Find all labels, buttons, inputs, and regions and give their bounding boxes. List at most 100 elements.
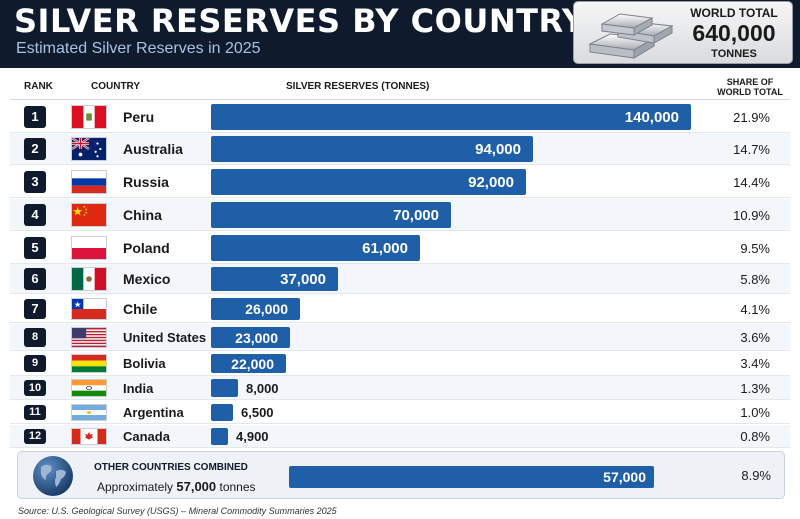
country-name: Canada: [123, 429, 170, 444]
table-row: 1 Peru 140,000 21.9%: [10, 101, 790, 133]
other-note-value: 57,000: [176, 479, 217, 494]
country-name: India: [123, 380, 154, 396]
table-row: 9 Bolivia 22,000 3.4%: [10, 351, 790, 376]
col-head-country: COUNTRY: [91, 81, 141, 92]
bar: [211, 327, 290, 348]
share-value: 3.6%: [740, 330, 770, 345]
share-value: 4.1%: [740, 301, 770, 317]
india-flag-icon: [71, 379, 107, 397]
table-row: 6 Mexico 37,000 5.8%: [10, 264, 790, 294]
other-note-suffix: tonnes: [219, 480, 256, 494]
share-value: 1.0%: [740, 405, 770, 420]
world-total-value: 640,000: [692, 20, 776, 46]
rank-badge: 12: [24, 429, 46, 444]
bar-value-label: 94,000: [475, 140, 521, 158]
bar: [211, 404, 233, 421]
share-value: 0.8%: [740, 429, 770, 444]
argentina-flag-icon: [71, 404, 107, 421]
col-head-rank: RANK: [24, 81, 53, 92]
other-note-prefix: Approximately: [97, 480, 174, 494]
bar: [211, 169, 526, 195]
other-countries-share: 8.9%: [741, 468, 771, 483]
bar-value-label: 140,000: [624, 108, 679, 126]
country-name: Russia: [123, 174, 169, 190]
table-row: 8 United States 23,000 3.6%: [10, 324, 790, 351]
bar-value-label: 26,000: [245, 301, 288, 317]
bar: [211, 267, 338, 291]
row-stripe: [10, 376, 790, 399]
bar-value-label: 4,900: [236, 429, 269, 444]
bar-value-label: 6,500: [241, 405, 274, 420]
country-name: Poland: [123, 240, 170, 256]
china-flag-icon: [71, 203, 107, 227]
bar-value-label: 92,000: [468, 173, 514, 191]
rank-badge: 8: [24, 328, 46, 347]
bar: [211, 235, 420, 261]
bar: [211, 379, 238, 397]
bar: [211, 104, 691, 130]
bolivia-flag-icon: [71, 354, 107, 373]
col-head-share-line2: WORLD TOTAL: [717, 87, 783, 97]
globe-icon: [33, 456, 73, 496]
bar-value-label: 37,000: [280, 270, 326, 288]
country-name: United States: [123, 330, 207, 345]
bar: [211, 298, 300, 320]
rank-badge: 7: [24, 299, 46, 319]
bar: [211, 354, 286, 373]
other-countries-note: Approximately 57,000 tonnes: [97, 479, 256, 494]
bar-value-label: 22,000: [231, 355, 274, 372]
table-row: 4 China 70,000 10.9%: [10, 199, 790, 231]
source-note: Source: U.S. Geological Survey (USGS) – …: [18, 506, 337, 516]
share-value: 10.9%: [733, 207, 770, 223]
row-stripe: [10, 425, 790, 447]
share-value: 5.8%: [740, 271, 770, 287]
canada-flag-icon: [71, 428, 107, 445]
country-name: Mexico: [123, 271, 171, 287]
table-row: 3 Russia 92,000 14.4%: [10, 166, 790, 198]
world-total-unit: TONNES: [711, 48, 757, 60]
bar: [211, 428, 228, 445]
chart-subtitle: Estimated Silver Reserves in 2025: [16, 40, 261, 57]
rank-badge: 6: [24, 268, 46, 290]
share-value: 14.7%: [733, 141, 770, 157]
country-name: China: [123, 207, 162, 223]
rank-badge: 5: [24, 237, 46, 259]
share-value: 14.4%: [733, 174, 770, 190]
table-row: 5 Poland 61,000 9.5%: [10, 232, 790, 264]
table-row: 12 Canada 4,900 0.8%: [10, 425, 790, 448]
other-countries-title: OTHER COUNTRIES COMBINED: [94, 462, 248, 473]
bar-value-label: 8,000: [246, 380, 279, 396]
rank-badge: 10: [24, 380, 46, 396]
other-countries-bar: 57,000: [289, 466, 654, 488]
col-head-share-line1: SHARE OF: [726, 77, 774, 87]
country-name: Chile: [123, 301, 158, 317]
bar-value-label: 23,000: [235, 329, 278, 346]
row-stripe: [10, 324, 790, 350]
bar-value-label: 61,000: [362, 239, 408, 257]
bar: [211, 136, 533, 162]
australia-flag-icon: [71, 137, 107, 161]
row-stripe: [10, 264, 790, 293]
col-head-reserves: SILVER RESERVES (TONNES): [286, 81, 430, 92]
country-name: Bolivia: [123, 356, 166, 371]
rank-badge: 1: [24, 106, 46, 128]
world-total-label: WORLD TOTAL: [690, 6, 778, 20]
share-value: 3.4%: [740, 356, 770, 371]
share-value: 1.3%: [740, 380, 770, 396]
share-value: 9.5%: [740, 240, 770, 256]
rank-badge: 9: [24, 355, 46, 372]
share-value: 21.9%: [733, 109, 770, 125]
chile-flag-icon: [71, 298, 107, 320]
col-head-share: SHARE OF WORLD TOTAL: [712, 77, 788, 97]
silver-bars-icon: [588, 13, 674, 59]
rank-badge: 4: [24, 204, 46, 226]
rank-badge: 3: [24, 171, 46, 193]
country-name: Peru: [123, 109, 155, 125]
table-row: 2 Australia 94,000 14.7%: [10, 133, 790, 165]
table-row: 7 Chile 26,000 4.1%: [10, 295, 790, 323]
table-row: 10 India 8,000 1.3%: [10, 376, 790, 400]
usa-flag-icon: [71, 327, 107, 348]
mexico-flag-icon: [71, 267, 107, 291]
header-divider: [10, 99, 790, 100]
country-name: Argentina: [123, 405, 184, 420]
